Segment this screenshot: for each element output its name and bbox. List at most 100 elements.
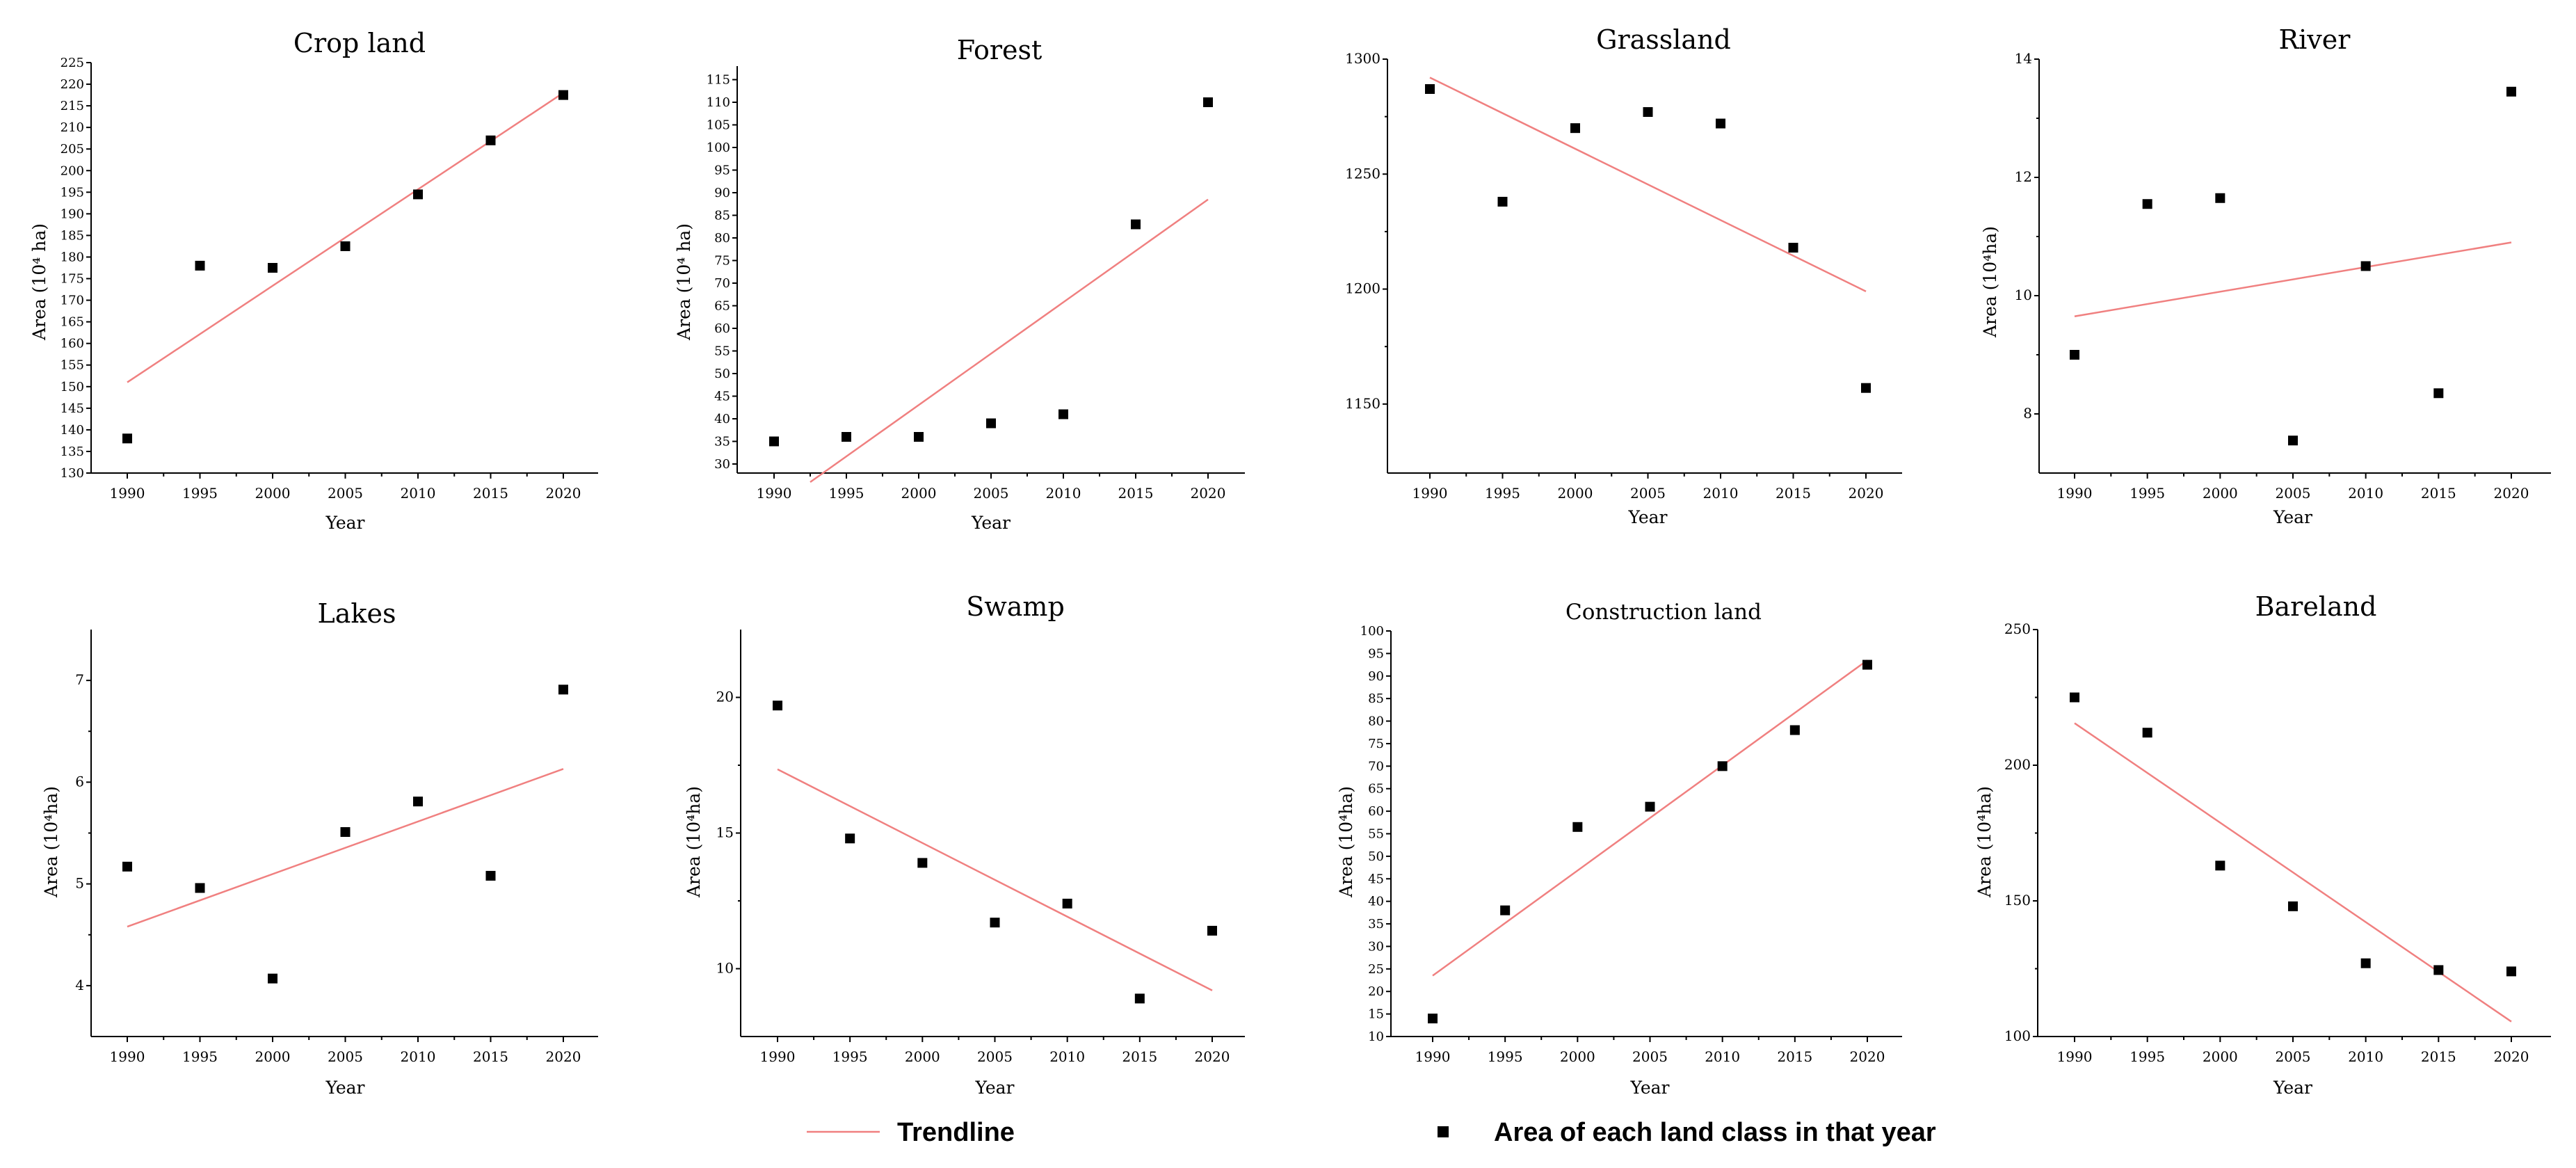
x-axis-label: Year <box>1630 1078 1670 1098</box>
data-point <box>485 135 496 145</box>
x-tick-label: 2010 <box>2348 1048 2383 1065</box>
y-tick-label: 170 <box>61 294 84 308</box>
data-point <box>1428 1014 1438 1024</box>
x-tick-label: 2020 <box>2494 485 2529 502</box>
y-tick-label: 90 <box>1368 669 1384 684</box>
y-tick-label: 205 <box>61 142 84 157</box>
trendline <box>810 198 1209 483</box>
y-tick-label: 25 <box>1368 962 1384 977</box>
trendline <box>127 768 564 928</box>
chart-construction-land: Construction land 10 15 20 25 30 35 40 45 50 55 60 6… <box>1336 600 1902 1098</box>
y-tick-label: 80 <box>1368 714 1384 729</box>
y-tick-label: 45 <box>1368 872 1384 886</box>
data-point <box>773 701 782 711</box>
y-tick-label: 130 <box>61 466 84 481</box>
x-tick-label: 1995 <box>182 485 218 502</box>
x-axis-label: Year <box>325 1078 365 1098</box>
y-tick-label: 30 <box>714 457 730 472</box>
x-tick-label: 2000 <box>255 1048 291 1065</box>
x-tick-label: 2005 <box>328 485 363 502</box>
data-point <box>268 973 277 984</box>
data-point <box>917 858 928 868</box>
x-tick-label: 2015 <box>1118 485 1154 502</box>
x-tick-label: 2020 <box>1849 485 1884 502</box>
y-tick-label: 85 <box>1368 691 1384 706</box>
y-tick-label: 175 <box>61 272 84 287</box>
y-tick-label: 200 <box>2004 756 2031 773</box>
data-point <box>986 418 996 429</box>
data-point <box>1572 822 1583 832</box>
y-tick-label: 65 <box>1368 782 1384 797</box>
data-point <box>1134 993 1145 1004</box>
x-tick-label: 2010 <box>401 485 436 502</box>
x-tick-label: 2010 <box>401 1048 436 1065</box>
chart-title: Bareland <box>2255 591 2377 622</box>
x-tick-label: 2010 <box>1703 485 1739 502</box>
x-tick-label: 2000 <box>2203 485 2238 502</box>
trendline <box>2074 722 2512 1023</box>
x-tick-label: 1990 <box>1412 485 1448 502</box>
x-tick-label: 2000 <box>1558 485 1593 502</box>
x-tick-label: 2020 <box>1191 485 1226 502</box>
data-point <box>122 861 132 872</box>
x-axis-label: Year <box>325 513 365 533</box>
y-tick-label: 110 <box>707 95 730 110</box>
chart-lakes: Lakes 4 5 6 7 1990 1995 2000 2005 2010 2015 2020 Yea… <box>41 598 598 1098</box>
x-axis-label: Year <box>2273 1078 2312 1098</box>
data-point <box>340 827 351 838</box>
y-tick-label: 150 <box>2004 892 2031 909</box>
trendline <box>1429 77 1867 292</box>
data-point <box>2288 435 2298 446</box>
chart-title: Lakes <box>318 598 396 629</box>
y-tick-label: 50 <box>1368 849 1384 864</box>
y-tick-label: 15 <box>716 824 734 841</box>
data-point <box>1131 219 1141 230</box>
data-point <box>2288 901 2298 911</box>
y-tick-label: 6 <box>75 773 84 790</box>
x-tick-label: 2020 <box>1850 1048 1885 1065</box>
y-tick-label: 50 <box>714 367 730 381</box>
y-tick-label: 1250 <box>1345 165 1380 182</box>
chart-swamp: Swamp 10 15 20 1990 1995 2000 2005 2010 2015 2020 Y… <box>684 591 1245 1098</box>
y-tick-label: 200 <box>61 163 84 178</box>
data-point <box>1058 409 1068 419</box>
y-tick-label: 30 <box>1368 939 1384 954</box>
chart-panels: Crop land1301351401451501551601651701751… <box>29 24 2551 1098</box>
legend-point-swatch <box>1438 1126 1449 1137</box>
y-tick-label: 45 <box>714 390 730 404</box>
x-tick-label: 1990 <box>757 485 792 502</box>
data-point <box>914 432 924 442</box>
data-point <box>2506 86 2516 97</box>
data-point <box>340 241 351 251</box>
legend: Trendline Area of each land class in tha… <box>807 1118 1936 1147</box>
x-tick-label: 2015 <box>473 1048 508 1065</box>
data-point <box>268 263 277 273</box>
chart-bareland: Bareland 100 150 200 250 1990 1995 2000 2005 2010… <box>1974 591 2551 1098</box>
data-point <box>2360 958 2371 968</box>
y-tick-label: 220 <box>61 77 84 92</box>
x-axis-label: Year <box>1628 507 1668 527</box>
y-tick-label: 65 <box>714 299 730 314</box>
x-tick-label: 2005 <box>974 485 1009 502</box>
legend-trendline-label: Trendline <box>897 1118 1015 1147</box>
y-axis-label: Area (10⁴ha) <box>41 786 61 898</box>
trendline <box>1432 659 1868 977</box>
data-point <box>1861 383 1871 393</box>
data-point <box>2142 728 2152 738</box>
y-tick-label: 40 <box>714 412 730 426</box>
y-tick-label: 20 <box>1368 984 1384 999</box>
chart-crop-land: Crop land 130 135 140 145 150 155 160 165 170 175 1… <box>29 28 598 533</box>
y-tick-label: 4 <box>75 977 84 993</box>
y-tick-label: 250 <box>2004 621 2031 637</box>
y-tick-label: 8 <box>2023 405 2032 422</box>
x-tick-label: 2015 <box>1776 485 1811 502</box>
y-tick-label: 10 <box>1368 1030 1384 1044</box>
data-point <box>2070 692 2079 703</box>
y-tick-label: 185 <box>61 228 84 243</box>
chart-title: Crop land <box>293 28 426 58</box>
chart-title: Swamp <box>966 591 1065 622</box>
y-tick-label: 100 <box>1360 624 1384 639</box>
chart-river: River 8 10 12 14 1990 1995 2000 2005 2010 2015 2020… <box>1980 24 2551 527</box>
y-tick-label: 5 <box>75 875 84 892</box>
legend-points-label: Area of each land class in that year <box>1494 1118 1936 1147</box>
